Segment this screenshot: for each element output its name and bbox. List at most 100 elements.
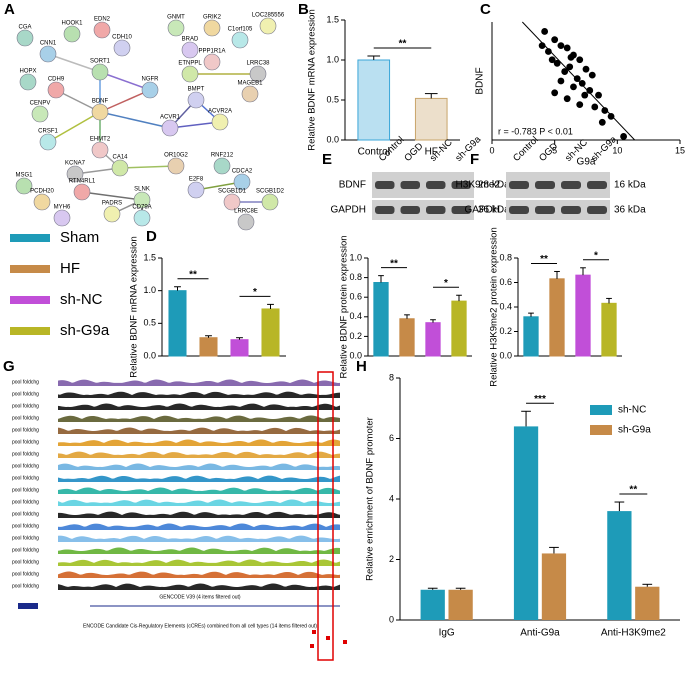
node-label: SCGB1D1	[218, 189, 247, 195]
point	[553, 59, 561, 67]
network-node	[213, 157, 231, 175]
network-node	[161, 119, 179, 137]
blot-size-label: 28 kDa	[478, 180, 510, 191]
network-node	[113, 39, 131, 57]
node-label: EHMT2	[90, 137, 111, 143]
blot-band	[400, 181, 420, 189]
bar	[635, 586, 660, 620]
network-node	[73, 183, 91, 201]
y-tick-label: 0.2	[499, 326, 512, 336]
node-label: C1orf105	[228, 27, 253, 33]
network-node	[66, 165, 84, 183]
node-label: E2F8	[189, 177, 204, 183]
node-label: OR10G2	[164, 153, 188, 159]
point	[607, 113, 615, 120]
track-label: pool foldchg	[12, 427, 39, 433]
node-label: CDH10	[112, 35, 132, 41]
node-label: CENPV	[30, 101, 51, 107]
blot-band	[535, 206, 555, 214]
track-signal	[58, 511, 340, 518]
significance-label: *	[253, 287, 257, 298]
y-tick-label: 0.0	[349, 350, 362, 360]
blot-band	[587, 206, 607, 214]
network-edge	[99, 111, 171, 129]
point	[576, 101, 584, 108]
node-label: MYH6	[54, 205, 71, 211]
network-node	[203, 53, 221, 71]
point	[563, 44, 571, 52]
network-edge	[119, 165, 177, 169]
ccre-label: ENCODE Candidate Cis-Regulatory Elements…	[83, 623, 317, 629]
network-node	[133, 209, 151, 227]
track-label: pool foldchg	[12, 415, 39, 421]
node-label: SCGB1D2	[256, 189, 285, 195]
network-node	[133, 191, 151, 209]
panel-letter: F	[470, 151, 479, 168]
point	[563, 95, 571, 103]
network-node	[93, 21, 111, 39]
track-signal	[58, 487, 340, 494]
legend-swatch	[590, 405, 612, 415]
blot-band	[561, 206, 581, 214]
point	[595, 91, 602, 99]
bar	[601, 302, 617, 357]
network-node	[91, 141, 109, 159]
node-label: RNF212	[211, 153, 234, 159]
bar	[357, 59, 391, 141]
point	[561, 68, 569, 75]
y-tick-label: 0	[389, 614, 394, 624]
network-node	[167, 157, 185, 175]
y-tick-label: 0.2	[349, 331, 362, 341]
blot-band	[426, 206, 446, 214]
bar	[451, 300, 467, 357]
blot-panel	[372, 200, 474, 220]
y-tick-label: 0.6	[499, 277, 512, 287]
y-tick-label: 0.5	[326, 94, 339, 104]
node-label: NGFR	[142, 77, 160, 83]
track-signal	[58, 427, 340, 434]
panel-letter: C	[480, 1, 491, 18]
bar	[399, 318, 415, 357]
blot-band	[451, 181, 471, 189]
legend-swatch	[10, 265, 50, 273]
point	[548, 56, 556, 64]
point	[582, 65, 590, 73]
x-tick-label: 15	[675, 145, 685, 155]
blot-band	[587, 181, 607, 189]
node-label: ETNPPL	[178, 61, 202, 67]
bar	[541, 553, 567, 620]
significance-label: *	[444, 278, 448, 289]
point	[576, 56, 584, 64]
legend-swatch	[590, 425, 612, 435]
x-tick-label: 0	[489, 145, 494, 155]
panel-letter: H	[356, 358, 367, 375]
track-label: pool foldchg	[12, 571, 39, 577]
point	[567, 54, 575, 61]
track-label: pool foldchg	[12, 499, 39, 505]
track-label: pool foldchg	[12, 535, 39, 541]
track-label: pool foldchg	[12, 523, 39, 529]
blot-band	[535, 181, 555, 189]
y-tick-label: 1.5	[326, 14, 339, 24]
legend-label: sh-NC	[60, 291, 103, 308]
network-node	[223, 193, 241, 211]
node-label: CA14	[112, 155, 128, 161]
blot-size-label: 16 kDa	[614, 180, 646, 191]
point	[581, 91, 589, 99]
blot-band	[375, 181, 395, 189]
track-signal	[58, 439, 340, 446]
significance-label: **	[540, 254, 548, 265]
node-label: CRSF1	[38, 129, 58, 135]
y-axis-label: Relative BDNF mRNA expression	[129, 236, 140, 378]
bar	[575, 274, 591, 357]
node-label: ACVR1	[160, 115, 181, 121]
track-signal	[58, 499, 340, 506]
node-label: LRRC8E	[234, 209, 258, 215]
network-node	[187, 91, 205, 109]
node-label: HOPX	[19, 69, 36, 75]
y-tick-label: 0.8	[349, 272, 362, 282]
network-node	[181, 65, 199, 83]
blot-row-label: GAPDH	[330, 205, 366, 216]
